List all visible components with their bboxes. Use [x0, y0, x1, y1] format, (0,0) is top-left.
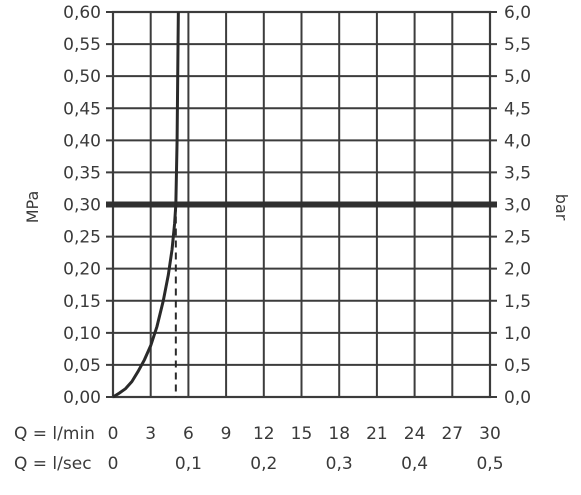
- marks-layer: [106, 11, 497, 399]
- x-row-label-lsec: Q = l/sec: [14, 454, 92, 474]
- y-tick-label-mpa: 0,30: [63, 196, 101, 216]
- y2-tick-label-bar: 1,5: [504, 292, 531, 312]
- y2-tick-label-bar: 6,0: [504, 3, 531, 23]
- x-tick-label-lmin: 18: [328, 424, 350, 444]
- x-tick-label-lsec: 0,1: [175, 454, 202, 474]
- y-tick-label-mpa: 0,45: [63, 99, 101, 119]
- x-tick-label-lmin: 9: [221, 424, 232, 444]
- y-tick-label-mpa: 0,40: [63, 131, 101, 151]
- y2-tick-label-bar: 4,0: [504, 131, 531, 151]
- x-tick-label-lsec: 0,4: [401, 454, 428, 474]
- y-tick-label-mpa: 0,50: [63, 67, 101, 87]
- y2-axis-title: bar: [552, 194, 571, 221]
- labels-layer: 0 3 6 9 12 15 18 21 24 27 300,00 0,00,05 0,50,10 1,00…: [14, 3, 531, 474]
- x-tick-label-lmin: 3: [145, 424, 156, 444]
- x-tick-label-lsec: 0,5: [476, 454, 503, 474]
- x-tick-label-lsec: 0,2: [250, 454, 277, 474]
- y-tick-label-mpa: 0,20: [63, 260, 101, 280]
- y2-tick-label-bar: 5,0: [504, 67, 531, 87]
- y-tick-label-mpa: 0,55: [63, 35, 101, 55]
- x-tick-label-lmin: 6: [183, 424, 194, 444]
- y2-tick-label-bar: 5,5: [504, 35, 531, 55]
- y2-tick-label-bar: 4,5: [504, 99, 531, 119]
- x-tick-label-lmin: 15: [291, 424, 313, 444]
- y2-tick-label-bar: 1,0: [504, 324, 531, 344]
- x-tick-label-lmin: 12: [253, 424, 275, 444]
- y-tick-label-mpa: 0,00: [63, 388, 101, 408]
- y2-tick-label-bar: 2,0: [504, 260, 531, 280]
- y2-tick-label-bar: 3,0: [504, 196, 531, 216]
- y2-tick-label-bar: 2,5: [504, 228, 531, 248]
- y2-tick-label-bar: 3,5: [504, 163, 531, 183]
- flow-curve: [112, 11, 180, 399]
- y-tick-label-mpa: 0,35: [63, 163, 101, 183]
- y2-tick-label-bar: 0,0: [504, 388, 531, 408]
- y-tick-label-mpa: 0,15: [63, 292, 101, 312]
- x-row-label-lmin: Q = l/min: [14, 424, 95, 444]
- x-tick-label-lsec: 0: [108, 454, 119, 474]
- x-tick-label-lmin: 27: [441, 424, 463, 444]
- x-tick-label-lmin: 30: [479, 424, 501, 444]
- y-tick-label-mpa: 0,05: [63, 356, 101, 376]
- x-tick-label-lsec: 0,3: [326, 454, 353, 474]
- y2-tick-label-bar: 0,5: [504, 356, 531, 376]
- x-tick-label-lmin: 24: [404, 424, 426, 444]
- y-tick-label-mpa: 0,10: [63, 324, 101, 344]
- y-tick-label-mpa: 0,60: [63, 3, 101, 23]
- y-tick-label-mpa: 0,25: [63, 228, 101, 248]
- x-tick-label-lmin: 21: [366, 424, 388, 444]
- x-tick-label-lmin: 0: [108, 424, 119, 444]
- y-axis-title: MPa: [23, 191, 42, 224]
